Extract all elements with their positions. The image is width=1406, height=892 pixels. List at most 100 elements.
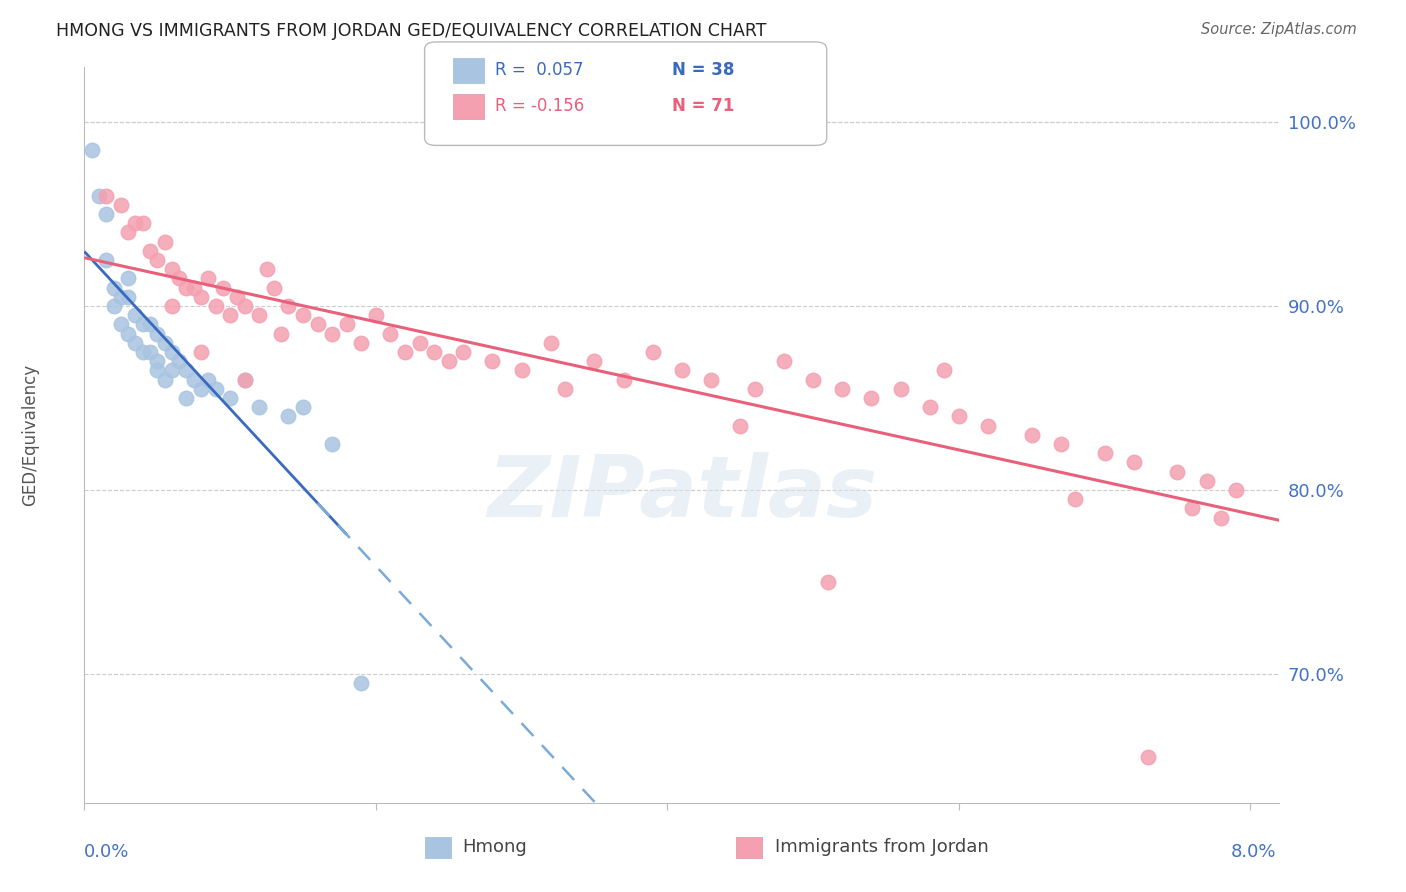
Point [96,188,118,202]
Point [380,326,402,341]
Point [103,299,125,313]
Point [131,345,153,359]
Point [613,373,636,387]
Point [263,280,285,294]
Point [110,318,132,332]
Point [183,373,205,387]
Point [948,409,970,424]
Point [540,335,562,350]
Point [1137,749,1160,764]
Point [139,345,162,359]
Point [176,363,198,377]
Point [408,335,430,350]
Point [110,198,132,212]
Point [481,354,503,368]
Text: HMONG VS IMMIGRANTS FROM JORDAN GED/EQUIVALENCY CORRELATION CHART: HMONG VS IMMIGRANTS FROM JORDAN GED/EQUI… [56,22,766,40]
Point [233,299,256,313]
Text: 8.0%: 8.0% [1232,843,1277,862]
Point [226,290,249,304]
Point [176,391,198,405]
Point [336,318,359,332]
Point [183,280,205,294]
Text: Immigrants from Jordan: Immigrants from Jordan [775,838,988,856]
Point [1050,437,1073,451]
Point [131,216,153,230]
Point [160,363,183,377]
Point [110,290,132,304]
Point [160,299,183,313]
Point [233,373,256,387]
Point [146,326,169,341]
Point [744,382,766,396]
Point [277,409,299,424]
Point [1195,474,1218,488]
Point [1064,492,1087,507]
Point [1181,501,1204,516]
Point [124,335,146,350]
Point [146,253,169,268]
Point [291,308,314,322]
Point [124,216,146,230]
Point [1021,427,1043,442]
Point [139,244,162,258]
Point [190,382,212,396]
Point [1122,455,1144,469]
Point [167,354,190,368]
Point [728,418,751,433]
Point [204,382,226,396]
Point [934,363,956,377]
Point [139,318,162,332]
Text: R = -0.156: R = -0.156 [495,97,583,115]
Point [117,271,139,285]
Point [96,253,118,268]
Point [671,363,693,377]
Point [291,401,314,415]
Point [1094,446,1116,460]
Point [160,262,183,277]
Point [364,308,387,322]
Point [554,382,576,396]
Point [453,345,475,359]
Point [197,271,219,285]
Point [153,335,176,350]
Point [307,318,329,332]
Point [1225,483,1247,497]
Point [1166,465,1188,479]
Point [277,299,299,313]
Point [190,290,212,304]
Text: GED/Equivalency: GED/Equivalency [21,364,39,506]
Point [831,382,853,396]
Point [423,345,446,359]
Point [889,382,911,396]
Point [146,354,169,368]
Point [204,299,226,313]
Point [510,363,533,377]
Point [394,345,416,359]
Point [817,574,839,589]
Point [197,373,219,387]
Point [219,308,242,322]
Text: R =  0.057: R = 0.057 [495,62,583,79]
Point [773,354,796,368]
Point [583,354,606,368]
Point [641,345,664,359]
Point [160,345,183,359]
Point [219,391,242,405]
Text: Hmong: Hmong [463,838,527,856]
Text: N = 71: N = 71 [672,97,734,115]
Point [700,373,723,387]
Point [437,354,460,368]
Point [801,373,824,387]
Text: ZIPatlas: ZIPatlas [486,452,877,535]
Point [321,326,343,341]
Point [87,188,110,202]
Text: N = 38: N = 38 [672,62,734,79]
Point [117,290,139,304]
Point [190,345,212,359]
Point [247,308,270,322]
Point [350,335,373,350]
Point [146,363,169,377]
Point [977,418,1000,433]
Point [153,373,176,387]
FancyBboxPatch shape [735,838,762,858]
